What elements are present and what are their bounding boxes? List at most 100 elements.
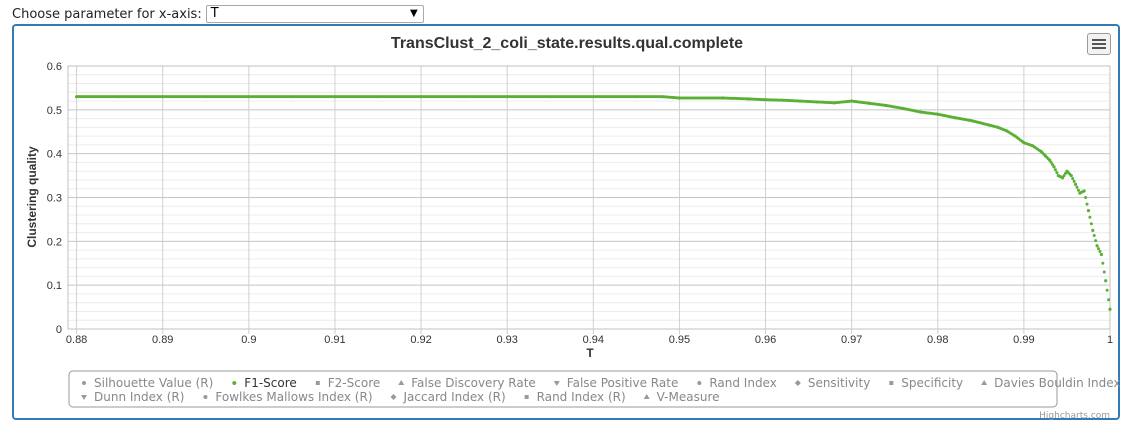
data-point xyxy=(1082,189,1086,193)
data-point xyxy=(1108,307,1112,311)
legend-item[interactable]: Specificity xyxy=(901,376,963,390)
data-point xyxy=(1092,233,1096,237)
x-tick-label: 0.94 xyxy=(583,334,604,346)
data-point xyxy=(1062,174,1066,178)
y-tick-label: 0.2 xyxy=(47,236,62,248)
y-tick-label: 0.1 xyxy=(47,280,62,292)
x-tick-label: 0.92 xyxy=(410,334,431,346)
data-point xyxy=(1071,177,1075,181)
data-point xyxy=(1107,298,1111,302)
data-point xyxy=(1095,244,1099,248)
data-point xyxy=(1085,202,1089,206)
y-tick-label: 0.4 xyxy=(47,149,62,161)
x-tick-label: 0.91 xyxy=(324,334,345,346)
data-point xyxy=(1055,171,1059,175)
legend-marker xyxy=(553,381,560,386)
legend-item[interactable]: Dunn Index (R) xyxy=(94,390,184,404)
data-point xyxy=(1086,209,1091,213)
data-point xyxy=(1061,176,1065,180)
legend-item[interactable]: F2-Score xyxy=(328,376,380,390)
legend-marker xyxy=(398,380,405,385)
f1-score-series xyxy=(75,95,1112,311)
legend-marker xyxy=(82,381,86,385)
legend-marker xyxy=(203,395,208,399)
legend-item[interactable]: F1-Score xyxy=(244,376,296,390)
data-point xyxy=(1089,222,1093,226)
legend-item[interactable]: Sensitivity xyxy=(808,376,870,390)
x-tick-label: 0.95 xyxy=(669,334,690,346)
major-grid xyxy=(67,65,1111,330)
y-tick-label: 0 xyxy=(56,324,62,336)
data-point xyxy=(1052,165,1056,169)
x-axis-ticks: 0.88 0.89 0.9 0.91 0.92 0.93 0.94 0.95 0.96 0.97 0… xyxy=(66,329,1113,346)
legend-item[interactable]: False Discovery Rate xyxy=(411,376,536,390)
x-tick-label: 0.96 xyxy=(755,334,776,346)
chevron-down-icon: ▼ xyxy=(410,8,418,19)
data-point xyxy=(1102,270,1106,274)
plot-area xyxy=(67,65,1111,330)
x-tick-label: 0.88 xyxy=(66,334,87,346)
data-point xyxy=(1069,173,1073,178)
data-point xyxy=(1101,261,1105,265)
data-point xyxy=(1084,196,1088,199)
x-axis-parameter-label: Choose parameter for x-axis: xyxy=(12,6,202,22)
legend-marker xyxy=(81,395,87,400)
legend-item[interactable]: Fowlkes Mallows Index (R) xyxy=(215,390,372,404)
x-tick-label: 0.98 xyxy=(927,334,948,346)
x-axis-parameter-select[interactable]: T ▼ xyxy=(205,5,424,23)
data-point xyxy=(1049,160,1053,164)
x-tick-label: 1 xyxy=(1107,334,1113,346)
data-point xyxy=(1091,228,1095,232)
legend-marker xyxy=(315,381,320,385)
data-point xyxy=(1076,188,1080,192)
data-point xyxy=(1097,247,1101,251)
x-axis-parameter-value: T xyxy=(210,6,219,21)
x-tick-label: 0.89 xyxy=(152,334,173,346)
data-point xyxy=(1105,288,1109,292)
legend-item[interactable]: Rand Index xyxy=(709,376,777,390)
legend-item[interactable]: Silhouette Value (R) xyxy=(94,376,213,390)
y-axis-label: Clustering quality xyxy=(25,146,39,248)
y-tick-label: 0.6 xyxy=(47,61,62,73)
legend-box xyxy=(68,370,1058,408)
y-tick-label: 0.5 xyxy=(47,105,62,117)
chart-title: TransClust_2_coli_state.results.qual.com… xyxy=(391,35,743,52)
legend-marker xyxy=(643,394,650,399)
legend: Silhouette Value (R) F1-Score F2-Score Fals… xyxy=(81,376,1124,404)
legend-item[interactable]: False Positive Rate xyxy=(567,376,679,390)
data-point xyxy=(1053,168,1057,172)
data-point xyxy=(1088,215,1092,219)
legend-item[interactable]: Jaccard Index (R) xyxy=(403,390,506,404)
chart-panel xyxy=(12,24,1120,420)
hamburger-menu-icon[interactable] xyxy=(1087,33,1111,55)
legend-item[interactable]: Davies Bouldin Index (R) xyxy=(994,376,1124,390)
data-point xyxy=(1075,185,1079,189)
legend-marker xyxy=(794,380,801,386)
legend-marker xyxy=(232,381,237,385)
data-point xyxy=(1099,252,1103,257)
legend-marker xyxy=(390,394,397,400)
data-point xyxy=(1098,250,1102,254)
data-point xyxy=(1048,158,1052,162)
x-axis-parameter-control: Choose parameter for x-axis: T ▼ xyxy=(12,4,424,24)
data-point xyxy=(1073,182,1078,186)
legend-item[interactable]: Rand Index (R) xyxy=(537,390,626,404)
y-tick-label: 0.3 xyxy=(47,193,62,205)
x-tick-label: 0.97 xyxy=(841,334,862,346)
legend-marker xyxy=(981,380,988,385)
legend-marker xyxy=(524,395,529,399)
legend-item[interactable]: V-Measure xyxy=(657,390,720,404)
x-tick-label: 0.93 xyxy=(496,334,517,346)
legend-marker xyxy=(697,381,702,385)
y-axis-ticks: 0 0.1 0.2 0.3 0.4 0.5 0.6 xyxy=(47,61,62,336)
minor-grid xyxy=(68,65,1110,330)
data-point xyxy=(1104,279,1108,283)
legend-marker xyxy=(889,381,894,385)
x-tick-label: 0.99 xyxy=(1013,334,1034,346)
x-tick-label: 0.9 xyxy=(241,334,256,346)
x-axis-label: T xyxy=(586,346,594,360)
data-point xyxy=(1094,239,1098,243)
data-point xyxy=(1072,179,1076,183)
chart-credit: Highcharts.com xyxy=(1039,411,1110,421)
